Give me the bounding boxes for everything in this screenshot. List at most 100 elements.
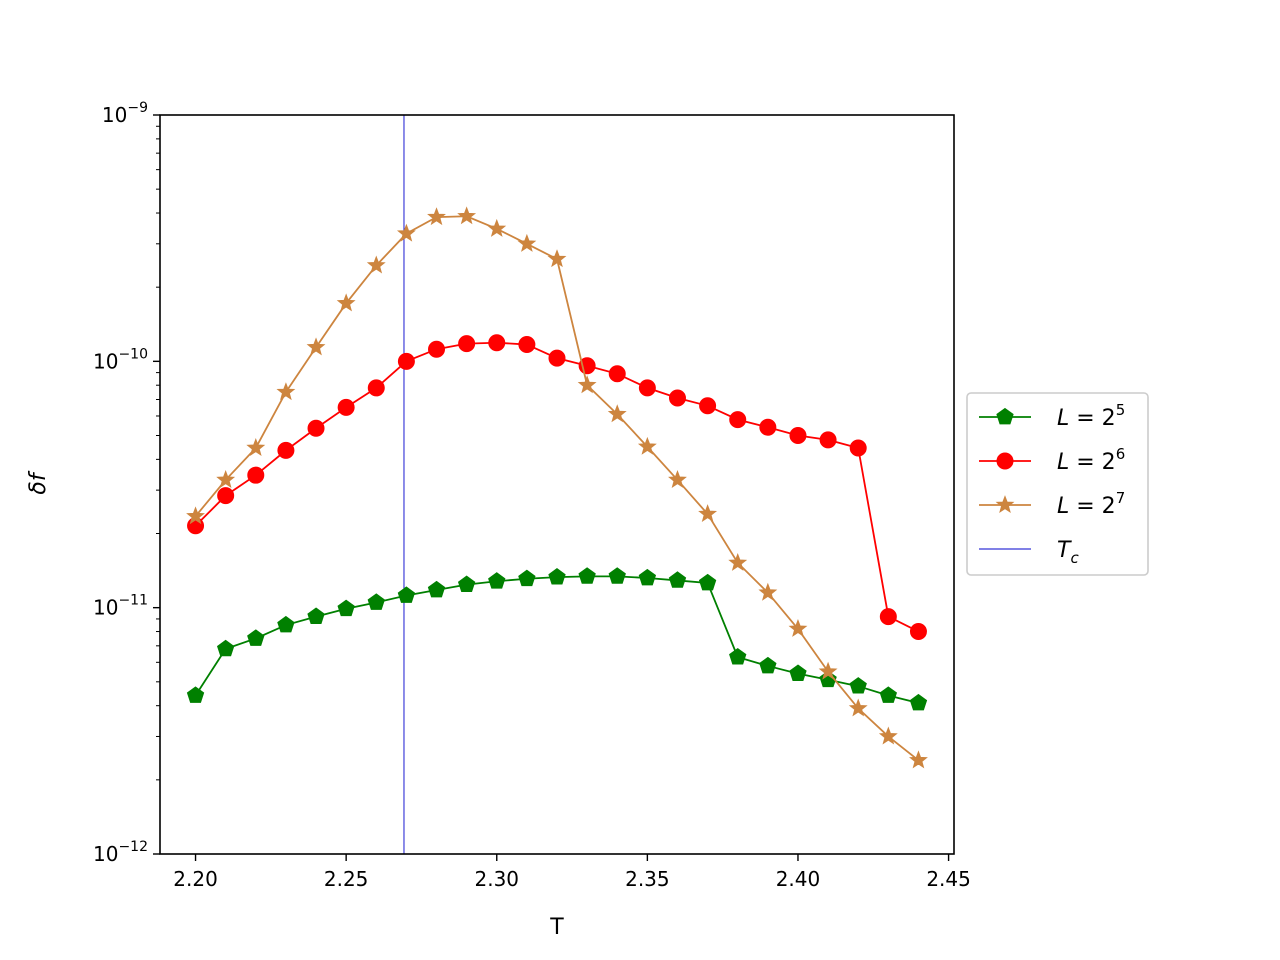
x-tick-label: 2.45 (926, 867, 971, 891)
series-2-point (909, 623, 927, 641)
series-1-point (247, 629, 265, 646)
legend-marker (996, 407, 1014, 425)
series-1-point (668, 571, 687, 588)
series-2-point (699, 397, 717, 415)
series-1-point (186, 686, 205, 703)
series-2-point (849, 439, 867, 457)
series-2-point (518, 336, 536, 354)
series-1-point (578, 567, 596, 584)
series-1-point (789, 664, 807, 681)
legend: L = 25 L = 26 L = 27 Tc (966, 392, 1149, 576)
plot-frame (159, 114, 955, 855)
series-1-point (729, 647, 747, 665)
series-1-point (608, 567, 626, 584)
series-3-point (427, 207, 446, 226)
y-tick-label: 10−10 (93, 346, 148, 373)
series-1-point (759, 656, 777, 674)
y-tick-label: 10−12 (93, 839, 148, 866)
series-1-point (638, 568, 657, 586)
series-3-point (668, 470, 687, 488)
series-2-point (428, 340, 446, 358)
legend-label: Tc (1057, 538, 1079, 567)
series-3 (186, 206, 928, 769)
series-3-point (758, 582, 778, 601)
series-2-point (397, 352, 415, 370)
series-3-point (186, 506, 205, 525)
legend-marker (996, 452, 1014, 470)
x-tick-label: 2.30 (474, 867, 519, 891)
series-layer (186, 206, 928, 769)
series-2-point (759, 418, 777, 436)
series-3-point (276, 382, 296, 401)
y-ticks: 10−12 10−11 10−10 10−9 (93, 100, 160, 866)
x-tick-label: 2.35 (625, 867, 670, 891)
series-3-point (306, 337, 326, 356)
series-3-point (396, 223, 416, 242)
series-2-point (819, 431, 837, 449)
y-tick-label: 10−9 (102, 100, 148, 127)
y-tick-label: 10−11 (93, 593, 148, 620)
series-3-point (246, 438, 266, 456)
series-3-point (878, 726, 898, 745)
series-2-point (638, 379, 656, 397)
series-2-line (194, 341, 919, 633)
series-2-point (367, 379, 385, 397)
series-3-point (457, 206, 477, 225)
series-1-point (909, 693, 928, 711)
series-3-point (336, 293, 356, 312)
series-3-line (194, 215, 920, 762)
x-tick-label: 2.25 (324, 867, 369, 891)
legend-entry-4: Tc (979, 538, 1079, 567)
series-1-point (879, 686, 898, 703)
series-3-point (848, 698, 868, 717)
x-axis-label: T (549, 915, 564, 940)
series-2-point (217, 487, 235, 505)
legend-entry-3: L = 27 (979, 489, 1125, 519)
series-1-point (397, 586, 416, 603)
series-2-point (277, 441, 295, 459)
legend-label: L = 26 (1057, 445, 1125, 475)
series-2-point (789, 426, 807, 444)
x-ticks: 2.20 2.25 2.30 2.35 2.40 2.45 (173, 854, 971, 891)
series-1-point (277, 615, 295, 633)
legend-marker (995, 495, 1015, 514)
series-1-point (548, 568, 566, 585)
series-2-point (488, 334, 506, 352)
series-1-point (216, 639, 235, 657)
series-1-point (307, 607, 325, 624)
series-2-point (458, 335, 476, 353)
axes-layer (159, 114, 955, 855)
legend-entry-1: L = 25 (979, 401, 1125, 431)
series-2-point (668, 389, 686, 407)
series-3-point (818, 661, 838, 680)
series-1-point (367, 593, 385, 610)
series-1-point (457, 575, 476, 593)
series-3-point (698, 504, 718, 523)
legend-entry-2: L = 26 (979, 445, 1125, 475)
x-tick-label: 2.40 (776, 867, 821, 891)
series-3-point (637, 436, 657, 455)
series-2-point (337, 398, 355, 416)
series-1-point (698, 573, 717, 591)
series-3-point (577, 375, 597, 394)
series-2 (187, 334, 927, 641)
series-3-point (517, 233, 537, 252)
series-1-point (488, 572, 506, 589)
series-3-point (366, 255, 386, 274)
series-3-point (909, 750, 928, 769)
series-1-line (194, 575, 919, 704)
series-1-point (518, 569, 536, 587)
series-2-point (608, 365, 626, 383)
legend-frame (966, 392, 1149, 576)
series-1-point (849, 677, 867, 694)
series-1-point (427, 580, 446, 598)
series-2-point (548, 349, 566, 367)
series-3-point (788, 618, 808, 637)
legend-label: L = 25 (1057, 401, 1125, 431)
series-3-point (216, 470, 236, 488)
legend-label: L = 27 (1057, 489, 1125, 519)
series-2-point (247, 466, 265, 484)
series-3-point (487, 218, 507, 237)
series-1-point (337, 599, 355, 617)
